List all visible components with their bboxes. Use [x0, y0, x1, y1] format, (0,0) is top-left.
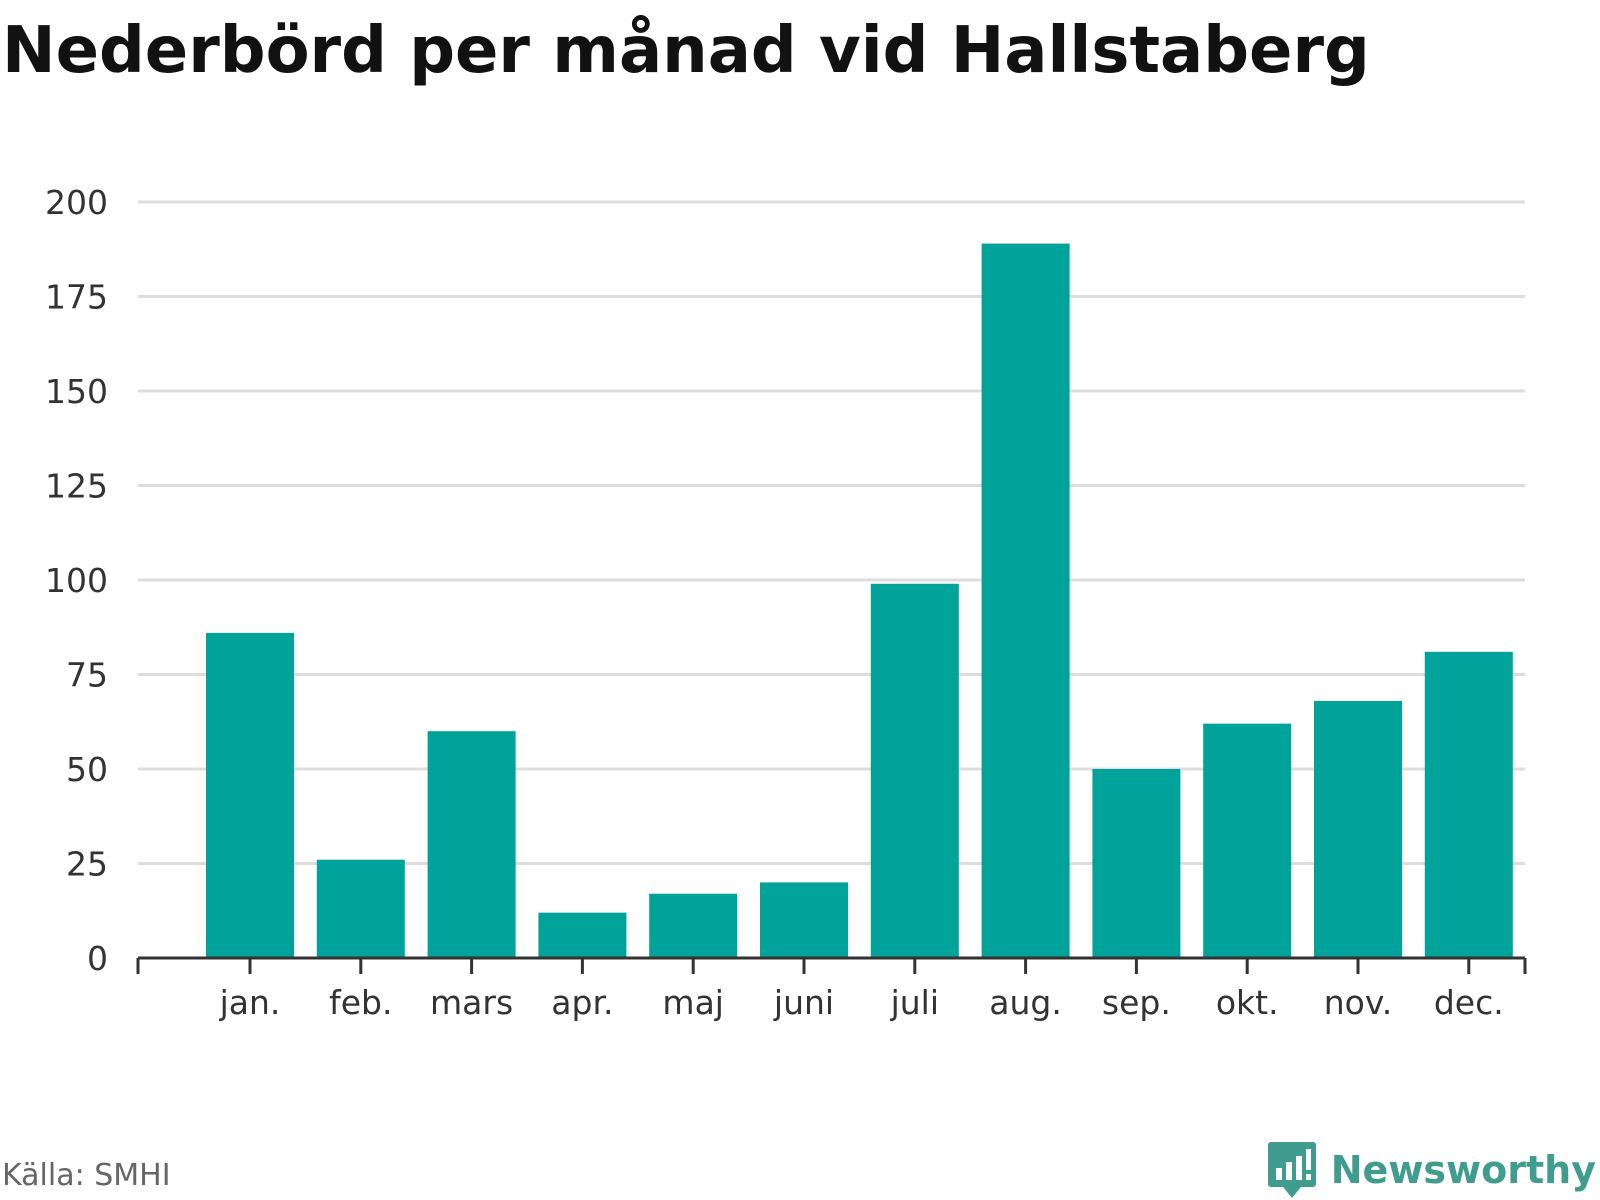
x-tick-label-sep: sep. — [1102, 983, 1171, 1022]
x-tick-label-juni: juni — [773, 983, 834, 1022]
bar-sep — [1092, 769, 1181, 958]
y-tick-label-125: 125 — [45, 467, 108, 506]
y-tick-label-100: 100 — [45, 561, 108, 600]
bar-juni — [760, 882, 848, 958]
bar-mars — [427, 731, 516, 958]
y-tick-label-175: 175 — [45, 278, 108, 317]
y-tick-label-150: 150 — [45, 372, 108, 411]
bar-jan — [206, 632, 294, 958]
speech-bubble-bar-chart-icon — [1267, 1142, 1316, 1198]
bar-juli — [870, 583, 959, 958]
brand-logo: Newsworthy — [1267, 1140, 1596, 1200]
x-tick-label-aug: aug. — [989, 983, 1062, 1022]
bar-nov — [1314, 700, 1402, 958]
y-tick-label-200: 200 — [45, 183, 108, 222]
x-tick-label-juli: juli — [890, 983, 939, 1022]
x-axis-tick-labels: jan. feb. mars apr. maj juni juli aug. sep. okt. n… — [219, 983, 1504, 1022]
bars — [206, 243, 1513, 958]
bar-chart: 0 25 50 75 100 125 150 175 200 jan. feb. mars apr. m… — [45, 183, 1527, 1022]
x-tick-label-jan: jan. — [219, 983, 281, 1022]
bar-feb — [316, 859, 405, 958]
x-tick-label-dec: dec. — [1434, 983, 1504, 1022]
y-tick-label-50: 50 — [66, 750, 108, 789]
bar-dec — [1424, 651, 1513, 958]
x-axis — [136, 956, 1527, 974]
x-tick-label-nov: nov. — [1324, 983, 1393, 1022]
x-tick-label-maj: maj — [662, 983, 724, 1022]
x-tick-label-apr: apr. — [551, 983, 613, 1022]
x-tick-label-feb: feb. — [329, 983, 392, 1022]
bar-okt — [1203, 723, 1292, 958]
brand-name: Newsworthy — [1330, 1148, 1596, 1192]
bar-apr — [538, 912, 627, 958]
bar-maj — [649, 893, 738, 958]
y-tick-label-75: 75 — [66, 656, 108, 695]
x-tick-label-okt: okt. — [1216, 983, 1279, 1022]
y-tick-label-0: 0 — [87, 939, 108, 978]
chart-title: Nederbörd per månad vid Hallstaberg — [2, 14, 1370, 88]
y-axis-tick-labels: 0 25 50 75 100 125 150 175 200 — [45, 183, 108, 978]
bar-aug — [981, 243, 1070, 958]
source-note: Källa: SMHI — [2, 1158, 171, 1193]
x-tick-label-mars: mars — [430, 983, 513, 1022]
y-tick-label-25: 25 — [66, 845, 108, 884]
